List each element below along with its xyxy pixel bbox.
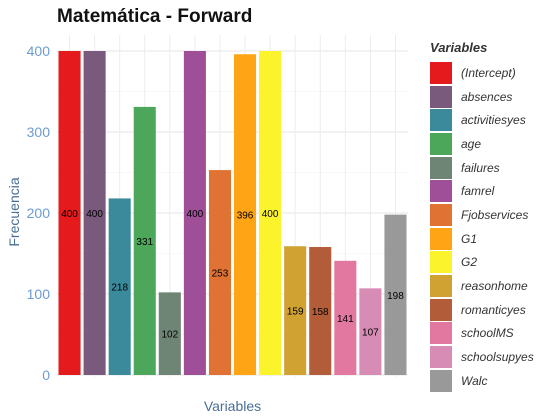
y-tick-label: 400: [27, 43, 51, 59]
legend-item: schoolMS: [430, 322, 534, 346]
bar-value-label: 218: [111, 283, 128, 294]
legend-label: age: [461, 137, 481, 151]
bar-value-label: 141: [337, 314, 354, 325]
legend-item: age: [430, 132, 534, 156]
y-tick-label: 100: [27, 286, 51, 302]
legend-label: schoolsupyes: [461, 350, 534, 364]
legend-label: Fjobservices: [461, 208, 528, 222]
legend-items: (Intercept) absences activitiesyes age failu…: [430, 61, 534, 393]
legend-label: reasonhome: [461, 279, 528, 293]
legend-label: schoolMS: [461, 326, 514, 340]
bar-value-label: 400: [187, 209, 204, 220]
legend-item: failures: [430, 156, 534, 180]
bar-value-label: 400: [262, 209, 279, 220]
legend-swatch: [430, 228, 452, 250]
bar-value-label: 253: [212, 269, 229, 280]
legend-swatch: [430, 157, 452, 179]
bar-value-label: 159: [287, 307, 304, 318]
legend: Variables (Intercept) absences activitiesy…: [430, 40, 534, 393]
legend-label: G1: [461, 232, 477, 246]
legend-label: G2: [461, 255, 477, 269]
legend-swatch: [430, 370, 452, 392]
bar-value-label: 158: [312, 307, 329, 318]
x-axis-title: Variables: [204, 398, 261, 414]
y-axis-title: Frecuencia: [6, 177, 22, 246]
y-tick-label: 200: [27, 205, 51, 221]
legend-swatch: [430, 180, 452, 202]
legend-label: (Intercept): [461, 66, 516, 80]
legend-swatch: [430, 109, 452, 131]
legend-swatch: [430, 322, 452, 344]
legend-swatch: [430, 133, 452, 155]
bar-value-label: 198: [387, 291, 404, 302]
legend-label: absences: [461, 90, 512, 104]
legend-item: Walc: [430, 369, 534, 393]
y-tick-label: 0: [42, 367, 50, 383]
legend-swatch: [430, 62, 452, 84]
legend-item: Fjobservices: [430, 203, 534, 227]
legend-item: famrel: [430, 179, 534, 203]
legend-label: activitiesyes: [461, 113, 526, 127]
legend-title: Variables: [430, 40, 534, 55]
legend-swatch: [430, 204, 452, 226]
legend-swatch: [430, 251, 452, 273]
legend-item: reasonhome: [430, 274, 534, 298]
bar-value-label: 396: [237, 211, 254, 222]
legend-swatch: [430, 86, 452, 108]
bar-value-label: 102: [161, 330, 178, 341]
y-tick-label: 300: [27, 124, 51, 140]
legend-item: romanticyes: [430, 298, 534, 322]
bar-value-label: 331: [136, 237, 153, 248]
legend-swatch: [430, 299, 452, 321]
bar-value-label: 400: [61, 209, 78, 220]
legend-label: famrel: [461, 184, 494, 198]
legend-label: Walc: [461, 374, 487, 388]
legend-label: romanticyes: [461, 303, 526, 317]
legend-item: schoolsupyes: [430, 345, 534, 369]
legend-item: G2: [430, 251, 534, 275]
bar-value-label: 107: [362, 328, 379, 339]
legend-item: (Intercept): [430, 61, 534, 85]
bar-value-label: 400: [86, 209, 103, 220]
legend-label: failures: [461, 161, 500, 175]
legend-item: G1: [430, 227, 534, 251]
legend-swatch: [430, 275, 452, 297]
legend-item: absences: [430, 85, 534, 109]
legend-item: activitiesyes: [430, 108, 534, 132]
legend-swatch: [430, 346, 452, 368]
